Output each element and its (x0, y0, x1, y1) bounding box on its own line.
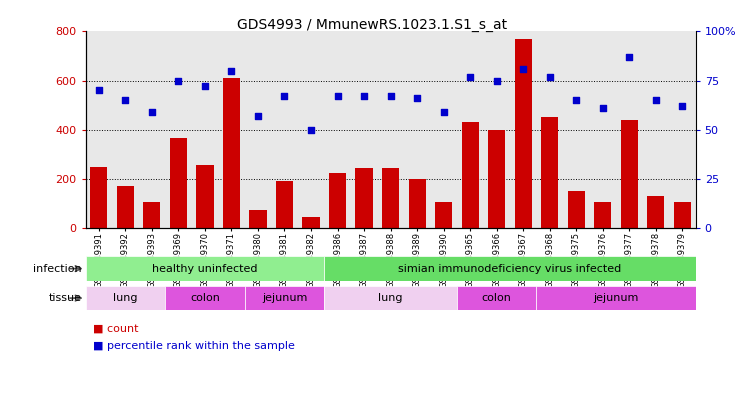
Text: ■ count: ■ count (93, 323, 138, 333)
Point (225, 68, 237, 74)
Text: lung: lung (379, 293, 403, 303)
Bar (302, 217, 320, 228)
Point (491, 77, 503, 84)
Bar (568, 191, 585, 228)
Point (385, 93, 397, 99)
Bar (324, 256, 696, 281)
Text: colon: colon (190, 293, 220, 303)
Bar (408, 179, 426, 228)
Bar (647, 196, 664, 228)
Bar (536, 286, 696, 310)
Point (544, 73, 556, 80)
Bar (620, 120, 638, 228)
Bar (594, 202, 612, 228)
Bar (324, 286, 457, 310)
Point (437, 109, 449, 115)
Text: healthy uninfected: healthy uninfected (153, 264, 257, 274)
Point (93, 87, 105, 94)
Point (199, 83, 211, 90)
Point (411, 95, 423, 101)
Text: colon: colon (482, 293, 512, 303)
Bar (117, 186, 134, 228)
Point (119, 97, 131, 103)
Bar (196, 165, 214, 228)
Bar (223, 78, 240, 228)
Point (571, 97, 583, 103)
Point (332, 93, 344, 99)
Text: GDS4993 / MmunewRS.1023.1.S1_s_at: GDS4993 / MmunewRS.1023.1.S1_s_at (237, 18, 507, 32)
Bar (488, 130, 505, 228)
Point (305, 127, 317, 133)
Bar (90, 167, 107, 228)
Bar (457, 286, 536, 310)
Text: lung: lung (113, 293, 138, 303)
Point (623, 54, 635, 60)
Point (252, 113, 264, 119)
Bar (276, 181, 293, 228)
Bar (515, 39, 532, 228)
Bar (435, 202, 452, 228)
Bar (86, 286, 165, 310)
Bar (170, 138, 187, 228)
Point (650, 97, 662, 103)
Text: jejunum: jejunum (262, 293, 307, 303)
Text: ■ percentile rank within the sample: ■ percentile rank within the sample (93, 341, 295, 351)
Point (146, 109, 158, 115)
Bar (541, 118, 558, 228)
Bar (86, 256, 324, 281)
Bar (165, 286, 245, 310)
Point (173, 77, 185, 84)
Bar (461, 122, 479, 228)
Bar (382, 168, 400, 228)
Bar (245, 286, 324, 310)
Bar (329, 173, 346, 228)
Text: jejunum: jejunum (594, 293, 639, 303)
Point (464, 73, 476, 80)
Bar (249, 209, 266, 228)
Point (358, 93, 370, 99)
Point (517, 66, 529, 72)
Bar (674, 202, 691, 228)
Bar (356, 168, 373, 228)
Text: infection: infection (33, 264, 82, 274)
Point (278, 93, 290, 99)
Point (676, 103, 688, 109)
Text: tissue: tissue (49, 293, 82, 303)
Text: simian immunodeficiency virus infected: simian immunodeficiency virus infected (398, 264, 621, 274)
Bar (144, 202, 161, 228)
Point (597, 105, 609, 111)
